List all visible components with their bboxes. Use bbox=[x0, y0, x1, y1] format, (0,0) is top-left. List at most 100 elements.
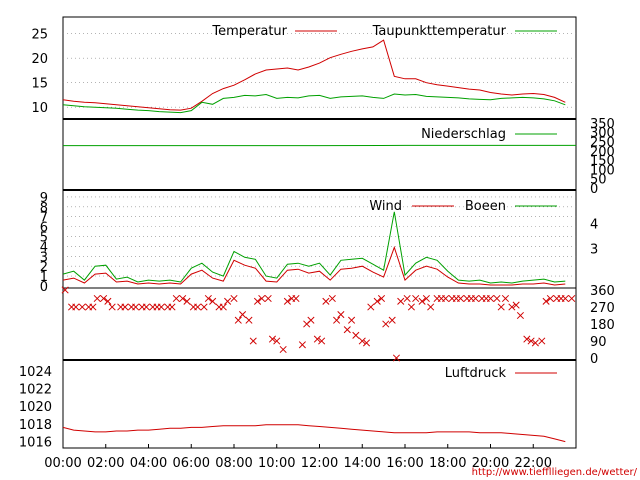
marker-stroke bbox=[292, 294, 300, 303]
marker-stroke bbox=[307, 316, 315, 324]
precip-y-tick-label: 350 bbox=[590, 117, 615, 132]
x-tick-label: 22:00 bbox=[515, 456, 552, 471]
marker-stroke bbox=[245, 316, 253, 324]
marker-stroke bbox=[264, 294, 272, 303]
marker-stroke bbox=[337, 311, 345, 319]
marker-stroke bbox=[373, 297, 381, 305]
legend-dewpoint-label: Taupunkttemperatur bbox=[372, 24, 507, 39]
marker-stroke bbox=[298, 341, 306, 349]
wind-direction-marker bbox=[104, 297, 112, 305]
wind-direction-marker bbox=[100, 294, 108, 303]
beaufort-tick-label: 4 bbox=[590, 218, 598, 233]
x-tick-label: 16:00 bbox=[386, 456, 423, 471]
wind-direction-marker bbox=[501, 294, 510, 303]
wind-y-tick-label: 3 bbox=[40, 250, 48, 265]
marker-stroke bbox=[249, 337, 257, 345]
marker-stroke bbox=[367, 303, 375, 311]
gust-line bbox=[62, 211, 566, 284]
wind-direction-marker bbox=[407, 303, 415, 311]
wind-direction-marker bbox=[224, 297, 232, 305]
grid-lines bbox=[63, 33, 576, 277]
wind-direction-marker bbox=[527, 337, 535, 345]
marker-stroke bbox=[333, 316, 341, 324]
marker-stroke bbox=[72, 303, 80, 311]
legend-precipitation-label: Niederschlag bbox=[421, 127, 506, 142]
precip-y-tick-label: 100 bbox=[590, 163, 615, 178]
wind-direction-marker bbox=[457, 294, 465, 303]
wind-direction-marker bbox=[373, 297, 381, 305]
pressure-y-tick-label: 1016 bbox=[19, 436, 52, 451]
temp-y-tick-label: 10 bbox=[31, 101, 48, 116]
legend-wind-label: Wind bbox=[369, 199, 402, 214]
marker-stroke bbox=[283, 297, 291, 305]
wind-direction-marker bbox=[418, 297, 426, 305]
wind-direction-marker bbox=[238, 311, 247, 319]
marker-stroke bbox=[412, 294, 420, 303]
wind-direction-marker bbox=[538, 337, 546, 345]
pressure-y-tick-label: 1020 bbox=[19, 400, 52, 415]
marker-stroke bbox=[279, 345, 287, 354]
wind-direction-marker bbox=[132, 303, 140, 311]
marker-stroke bbox=[397, 297, 405, 305]
wind-direction-marker bbox=[333, 316, 341, 324]
wind-direction-marker bbox=[422, 294, 430, 303]
wind-direction-marker bbox=[204, 294, 212, 303]
marker-stroke bbox=[362, 339, 371, 347]
wind-direction-marker bbox=[516, 311, 524, 320]
x-tick-label: 00:00 bbox=[44, 456, 81, 471]
marker-stroke bbox=[132, 303, 140, 311]
marker-stroke bbox=[486, 294, 495, 303]
series-lines bbox=[62, 39, 576, 443]
wind-direction-marker bbox=[313, 335, 321, 343]
marker-stroke bbox=[318, 337, 326, 345]
marker-stroke bbox=[234, 316, 242, 324]
marker-stroke bbox=[89, 303, 97, 311]
marker-stroke bbox=[224, 297, 232, 305]
marker-stroke bbox=[253, 297, 262, 305]
marker-stroke bbox=[442, 294, 450, 303]
marker-stroke bbox=[493, 294, 501, 303]
marker-stroke bbox=[157, 303, 165, 311]
precip-y-tick-label: 0 bbox=[590, 182, 598, 197]
precip-y-tick-label: 50 bbox=[590, 173, 607, 188]
wind-direction-marker bbox=[523, 335, 531, 343]
wind-direction-marker bbox=[512, 301, 520, 309]
temp-y-tick-label: 20 bbox=[31, 52, 48, 67]
wind-direction-markers bbox=[61, 286, 576, 362]
wind-y-tick-label: 8 bbox=[40, 201, 48, 216]
marker-stroke bbox=[194, 303, 202, 311]
marker-stroke bbox=[204, 294, 212, 303]
marker-stroke bbox=[258, 294, 266, 303]
marker-stroke bbox=[328, 294, 336, 303]
marker-stroke bbox=[427, 303, 435, 311]
wind-direction-marker bbox=[362, 339, 371, 347]
marker-stroke bbox=[61, 286, 69, 294]
legend-pressure-label: Luftdruck bbox=[445, 366, 507, 381]
source-url: http://www.tiefflliegen.de/wetter/ bbox=[472, 467, 638, 478]
marker-stroke bbox=[382, 320, 390, 328]
wind-direction-marker bbox=[279, 345, 287, 354]
marker-stroke bbox=[471, 294, 480, 303]
direction-y-tick-label: 270 bbox=[590, 301, 615, 316]
wind-direction-marker bbox=[546, 294, 554, 303]
x-tick-label: 08:00 bbox=[215, 456, 252, 471]
marker-stroke bbox=[403, 294, 411, 303]
wind-direction-marker bbox=[337, 311, 345, 319]
x-tick-label: 10:00 bbox=[258, 456, 295, 471]
tick-labels: 00:00 02:00 04:00 06:00 08:00 10:00 12:00 14:00… bbox=[19, 28, 615, 471]
precip-y-tick-label: 150 bbox=[590, 154, 615, 169]
marker-stroke bbox=[108, 303, 116, 311]
x-tick-label: 02:00 bbox=[87, 456, 124, 471]
marker-stroke bbox=[172, 294, 180, 303]
plot-frames bbox=[62, 16, 577, 449]
marker-stroke bbox=[377, 294, 386, 303]
direction-y-tick-label: 90 bbox=[590, 335, 607, 350]
wind-direction-marker bbox=[61, 286, 69, 294]
marker-stroke bbox=[527, 337, 535, 345]
marker-stroke bbox=[457, 294, 465, 303]
marker-stroke bbox=[121, 303, 129, 311]
wind-direction-marker bbox=[157, 303, 165, 311]
x-tick-label: 12:00 bbox=[301, 456, 338, 471]
wind-direction-marker bbox=[442, 294, 450, 303]
dewpoint-line bbox=[62, 93, 566, 114]
